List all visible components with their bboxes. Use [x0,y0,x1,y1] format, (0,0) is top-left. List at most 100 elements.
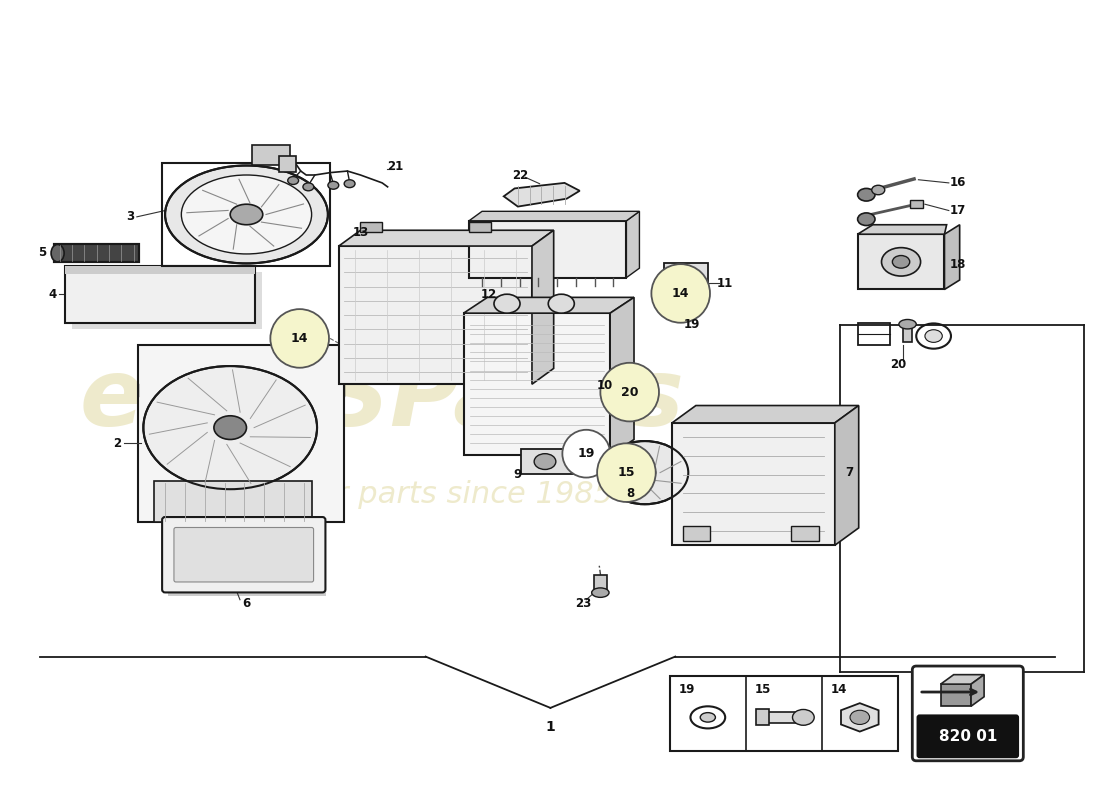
Text: 13: 13 [352,226,368,239]
Ellipse shape [213,416,246,439]
Polygon shape [835,406,859,546]
Bar [279,156,296,172]
Ellipse shape [535,454,556,470]
Text: 6: 6 [242,597,251,610]
Bar [72,272,262,329]
Text: 4: 4 [48,288,56,301]
Text: 11: 11 [717,277,734,290]
Ellipse shape [548,294,574,313]
Bar [756,710,769,726]
Text: 15: 15 [755,683,771,697]
Ellipse shape [494,294,520,313]
Polygon shape [842,703,879,731]
Text: 12: 12 [481,288,497,301]
Polygon shape [339,230,553,246]
Bar [361,222,382,232]
Text: 1: 1 [546,720,556,734]
Polygon shape [945,225,959,290]
Text: 20: 20 [890,358,906,371]
Circle shape [601,362,659,422]
Circle shape [271,309,329,368]
Circle shape [597,443,656,502]
Bar [594,575,607,591]
Ellipse shape [925,330,943,342]
Ellipse shape [892,255,910,268]
Bar [138,345,344,522]
Text: 21: 21 [387,160,404,173]
Polygon shape [672,406,859,423]
Bar [54,245,139,262]
Bar [65,266,255,274]
Text: euroSPares: euroSPares [79,354,684,446]
Bar [670,675,898,750]
Circle shape [562,430,611,478]
Text: a passion for parts since 1985: a passion for parts since 1985 [152,480,613,510]
Ellipse shape [230,204,263,225]
FancyBboxPatch shape [916,714,1019,758]
Bar [760,712,803,723]
Bar [469,221,626,278]
Text: 2: 2 [113,437,121,450]
Bar [154,482,311,522]
FancyBboxPatch shape [174,527,314,582]
Ellipse shape [858,213,874,226]
Ellipse shape [899,319,916,329]
Ellipse shape [701,713,715,722]
Bar [664,263,707,303]
Text: 9: 9 [514,469,522,482]
Bar [168,588,326,596]
Ellipse shape [602,441,689,504]
Text: 5: 5 [39,246,46,259]
Ellipse shape [302,183,313,190]
Ellipse shape [344,180,355,188]
Bar [858,322,890,345]
Bar [339,246,532,384]
Ellipse shape [165,166,328,263]
Text: 8: 8 [627,487,635,501]
Text: 15: 15 [618,466,635,479]
Text: 19: 19 [578,447,595,460]
Bar [469,222,491,232]
Bar [521,449,573,474]
Polygon shape [463,298,634,313]
Ellipse shape [328,182,339,190]
Text: 820 01: 820 01 [938,729,997,744]
Text: 17: 17 [949,204,966,217]
Polygon shape [626,211,639,278]
Text: 14: 14 [672,287,690,300]
Ellipse shape [288,177,298,185]
Text: 19: 19 [683,318,700,330]
Text: 19: 19 [679,683,695,697]
Polygon shape [858,225,947,234]
FancyBboxPatch shape [912,666,1023,761]
Ellipse shape [858,189,874,201]
Text: 23: 23 [575,597,591,610]
Bar [162,163,330,266]
Bar [463,313,610,455]
Bar [903,325,912,342]
FancyBboxPatch shape [162,517,326,593]
Ellipse shape [792,710,814,726]
Bar [54,245,139,262]
Polygon shape [940,674,984,684]
Ellipse shape [881,248,921,276]
Ellipse shape [634,465,656,481]
Circle shape [651,264,710,322]
Bar [910,200,923,208]
Ellipse shape [182,175,311,254]
Ellipse shape [592,588,609,598]
Polygon shape [504,183,580,206]
Bar [683,526,710,542]
Text: 20: 20 [620,386,638,398]
Text: 7: 7 [845,466,853,479]
Ellipse shape [850,710,870,725]
Text: 18: 18 [949,258,966,270]
Bar [940,684,971,706]
Ellipse shape [143,366,317,490]
Polygon shape [532,230,553,384]
Text: 14: 14 [830,683,847,697]
Text: 14: 14 [290,332,308,345]
Bar [858,234,945,290]
Bar [791,526,818,542]
Text: 3: 3 [126,210,134,223]
